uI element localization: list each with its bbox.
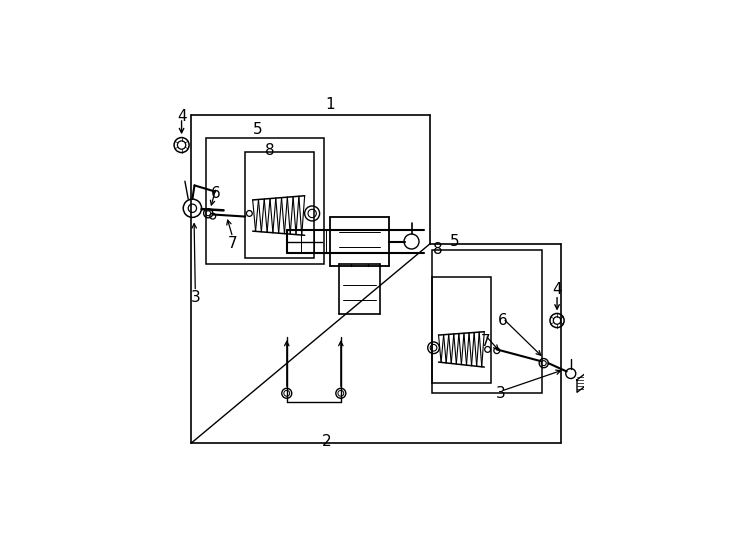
Text: 4: 4 xyxy=(552,282,562,297)
Text: 2: 2 xyxy=(321,434,331,449)
Text: 7: 7 xyxy=(480,334,490,349)
Bar xyxy=(432,250,542,393)
Text: 8: 8 xyxy=(433,242,443,258)
Text: 6: 6 xyxy=(211,186,221,201)
Text: 4: 4 xyxy=(177,109,186,124)
Text: 5: 5 xyxy=(252,122,263,137)
Text: 8: 8 xyxy=(265,143,275,158)
Bar xyxy=(432,277,490,383)
Text: 3: 3 xyxy=(496,386,506,401)
Text: 1: 1 xyxy=(326,97,335,112)
Bar xyxy=(206,138,324,265)
Polygon shape xyxy=(577,374,585,392)
Text: 7: 7 xyxy=(228,236,238,251)
Bar xyxy=(245,152,314,258)
Text: 5: 5 xyxy=(451,234,460,249)
Text: 3: 3 xyxy=(190,290,200,305)
Text: 6: 6 xyxy=(498,313,508,328)
